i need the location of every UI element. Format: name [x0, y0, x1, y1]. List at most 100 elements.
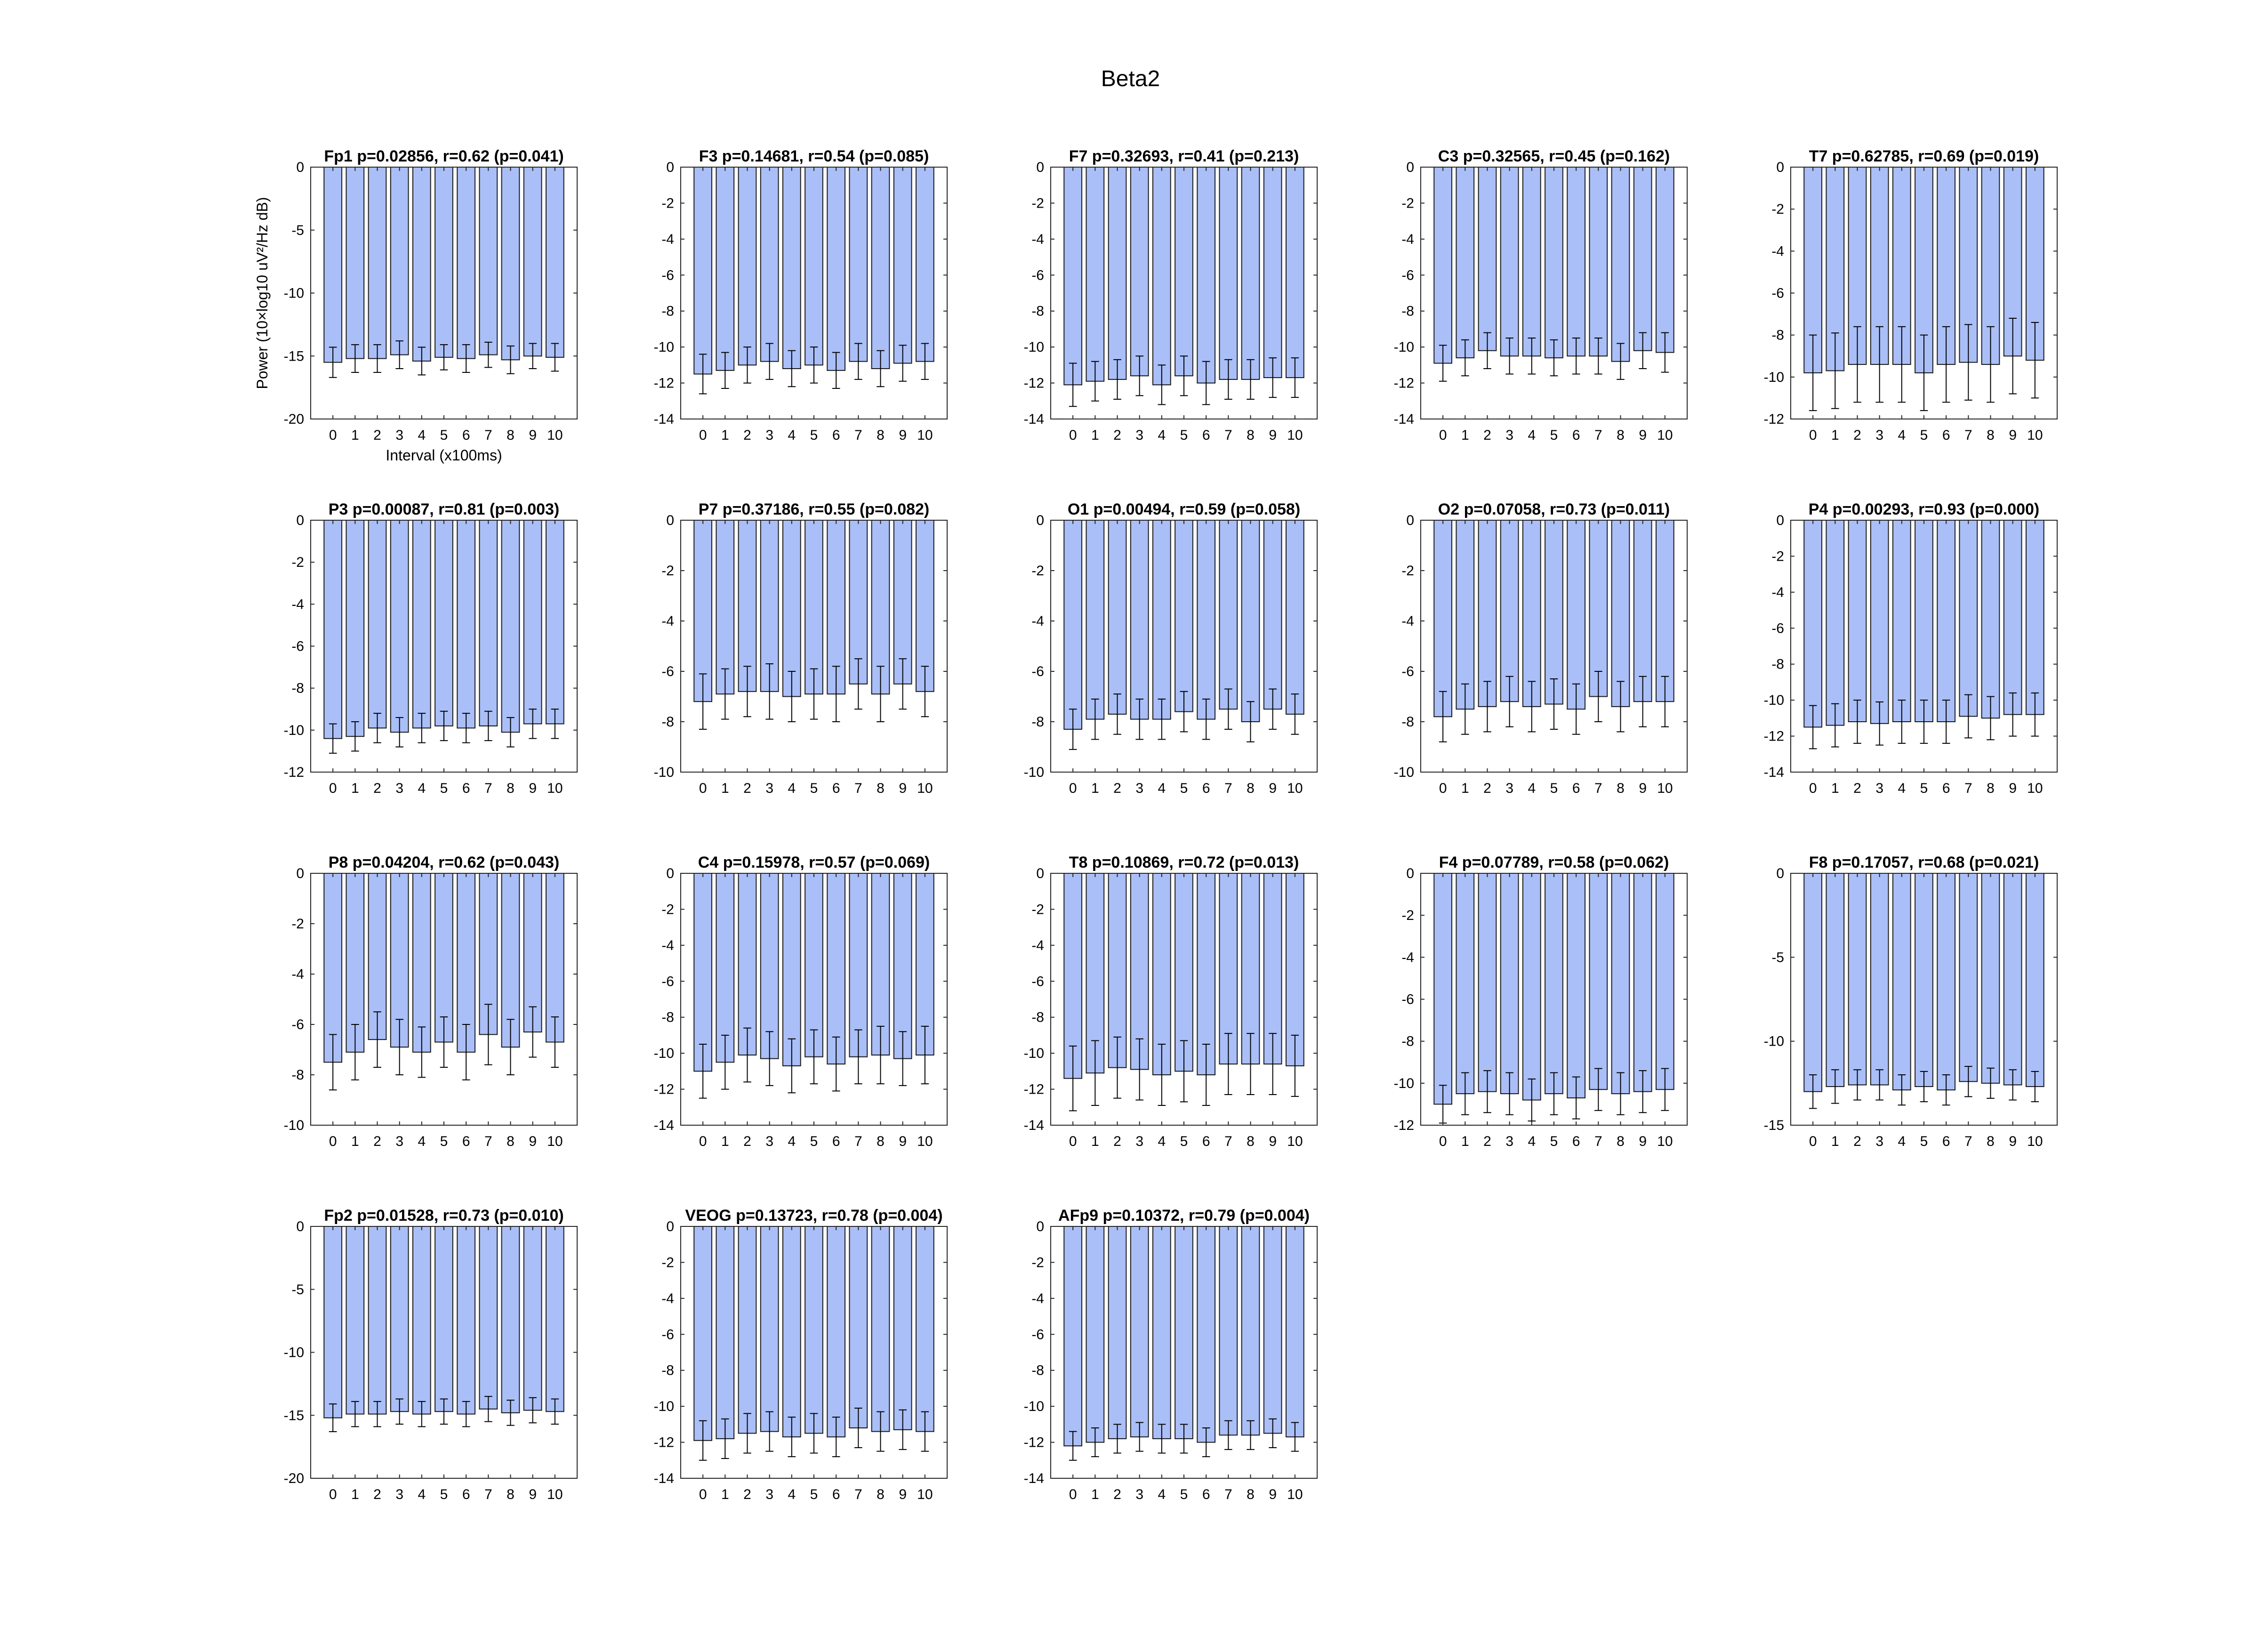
bar — [1826, 520, 1845, 726]
chart-panel: AFp9 p=0.10372, r=0.79 (p=0.004) -14 -12 -1… — [1024, 1207, 1318, 1502]
x-tick-label: 10 — [1657, 781, 1673, 796]
y-tick-label: -4 — [1401, 950, 1414, 965]
bar — [1197, 873, 1216, 1075]
y-tick-label: -2 — [1401, 563, 1414, 579]
x-tick-label: 0 — [329, 1487, 337, 1502]
y-tick-label: -6 — [1031, 974, 1044, 989]
x-tick-label: 6 — [832, 1134, 840, 1149]
x-tick-label: 2 — [373, 1134, 381, 1149]
x-tick-label: 2 — [1113, 427, 1121, 443]
bar — [738, 1226, 757, 1434]
bar — [1263, 873, 1282, 1065]
y-tick-label: -15 — [284, 1408, 304, 1423]
bar — [368, 167, 387, 359]
y-tick-label: -12 — [1024, 1082, 1044, 1097]
y-tick-label: -14 — [1764, 765, 1784, 780]
y-tick-label: -14 — [1024, 1118, 1044, 1133]
x-tick-label: 8 — [877, 1134, 885, 1149]
x-tick-label: 1 — [1091, 1134, 1099, 1149]
chart-title: C4 p=0.15978, r=0.57 (p=0.069) — [698, 854, 930, 871]
bar — [782, 873, 801, 1066]
y-tick-label: -8 — [661, 714, 674, 730]
chart-panel: T7 p=0.62785, r=0.69 (p=0.019) -12 -10 -8 -6… — [1764, 147, 2058, 443]
bar — [1937, 520, 1956, 722]
x-tick-label: 6 — [1202, 781, 1210, 796]
y-tick-label: -8 — [1401, 1034, 1414, 1049]
bar — [1478, 167, 1497, 351]
x-tick-label: 1 — [351, 781, 359, 796]
y-tick-label: -6 — [1031, 267, 1044, 283]
bar — [368, 1226, 387, 1415]
y-tick-label: -8 — [1771, 657, 1784, 672]
x-tick-label: 0 — [699, 427, 707, 443]
x-tick-label: 1 — [1831, 781, 1839, 796]
x-tick-label: 3 — [1875, 427, 1883, 443]
bar — [1478, 873, 1497, 1092]
x-tick-label: 9 — [899, 1487, 907, 1502]
y-tick-label: -14 — [654, 411, 674, 427]
bar — [368, 520, 387, 729]
bar — [1285, 167, 1304, 379]
y-tick-label: -10 — [1024, 1399, 1044, 1414]
x-tick-label: 4 — [1158, 1134, 1166, 1149]
x-tick-label: 10 — [2027, 427, 2043, 443]
x-tick-label: 8 — [877, 427, 885, 443]
bar — [346, 167, 365, 359]
y-tick-label: -14 — [1024, 1471, 1044, 1486]
bar — [1567, 873, 1586, 1099]
x-tick-label: 4 — [1898, 427, 1906, 443]
y-tick-label: -6 — [661, 974, 674, 989]
x-tick-label: 6 — [1202, 1487, 1210, 1502]
bar — [693, 520, 713, 702]
x-tick-label: 0 — [1069, 427, 1077, 443]
x-tick-label: 8 — [1617, 1134, 1625, 1149]
y-tick-label: -8 — [291, 1067, 304, 1083]
x-tick-label: 4 — [788, 1487, 796, 1502]
bar — [412, 520, 431, 729]
y-tick-label: -10 — [284, 286, 304, 301]
x-tick-label: 1 — [1461, 1134, 1469, 1149]
x-tick-label: 6 — [1572, 427, 1580, 443]
bar — [1108, 167, 1127, 380]
bar — [323, 1226, 343, 1418]
x-tick-label: 10 — [1657, 427, 1673, 443]
y-tick-label: -12 — [654, 1082, 674, 1097]
bar — [1655, 167, 1674, 353]
x-tick-label: 6 — [1572, 1134, 1580, 1149]
x-tick-label: 0 — [329, 427, 337, 443]
x-tick-label: 7 — [484, 427, 492, 443]
bar — [738, 167, 757, 366]
x-tick-label: 1 — [1831, 1134, 1839, 1149]
x-tick-label: 5 — [1920, 781, 1928, 796]
y-tick-label: -8 — [661, 1363, 674, 1378]
y-tick-label: -2 — [1771, 548, 1784, 564]
x-tick-label: 7 — [1594, 1134, 1602, 1149]
x-tick-label: 10 — [547, 1487, 563, 1502]
y-tick-label: -8 — [1401, 304, 1414, 319]
bar — [434, 167, 453, 358]
bar — [501, 873, 520, 1048]
y-tick-label: 0 — [666, 513, 674, 528]
bar — [871, 167, 890, 369]
bar — [1567, 167, 1586, 357]
chart-title: Fp2 p=0.01528, r=0.73 (p=0.010) — [324, 1207, 563, 1225]
y-tick-label: -14 — [1394, 411, 1414, 427]
x-tick-label: 0 — [1439, 427, 1447, 443]
x-tick-label: 8 — [1247, 427, 1255, 443]
y-tick-label: -2 — [1771, 201, 1784, 217]
x-tick-label: 7 — [854, 1134, 862, 1149]
x-tick-label: 0 — [699, 1487, 707, 1502]
x-tick-label: 2 — [373, 427, 381, 443]
y-tick-label: -4 — [1031, 613, 1044, 629]
chart-title: AFp9 p=0.10372, r=0.79 (p=0.004) — [1058, 1207, 1310, 1225]
chart-panel: F4 p=0.07789, r=0.58 (p=0.062) -12 -10 -8 -6… — [1394, 854, 1688, 1149]
bar — [1848, 873, 1867, 1086]
x-tick-label: 0 — [1439, 781, 1447, 796]
x-tick-label: 8 — [877, 1487, 885, 1502]
x-tick-label: 10 — [1287, 781, 1303, 796]
bar — [1063, 873, 1083, 1079]
chart-panel: F3 p=0.14681, r=0.54 (p=0.085) -14 -12 -10 -… — [654, 147, 948, 443]
y-tick-label: -20 — [284, 1471, 304, 1486]
y-tick-label: -5 — [291, 1282, 304, 1297]
bar — [1567, 520, 1586, 710]
